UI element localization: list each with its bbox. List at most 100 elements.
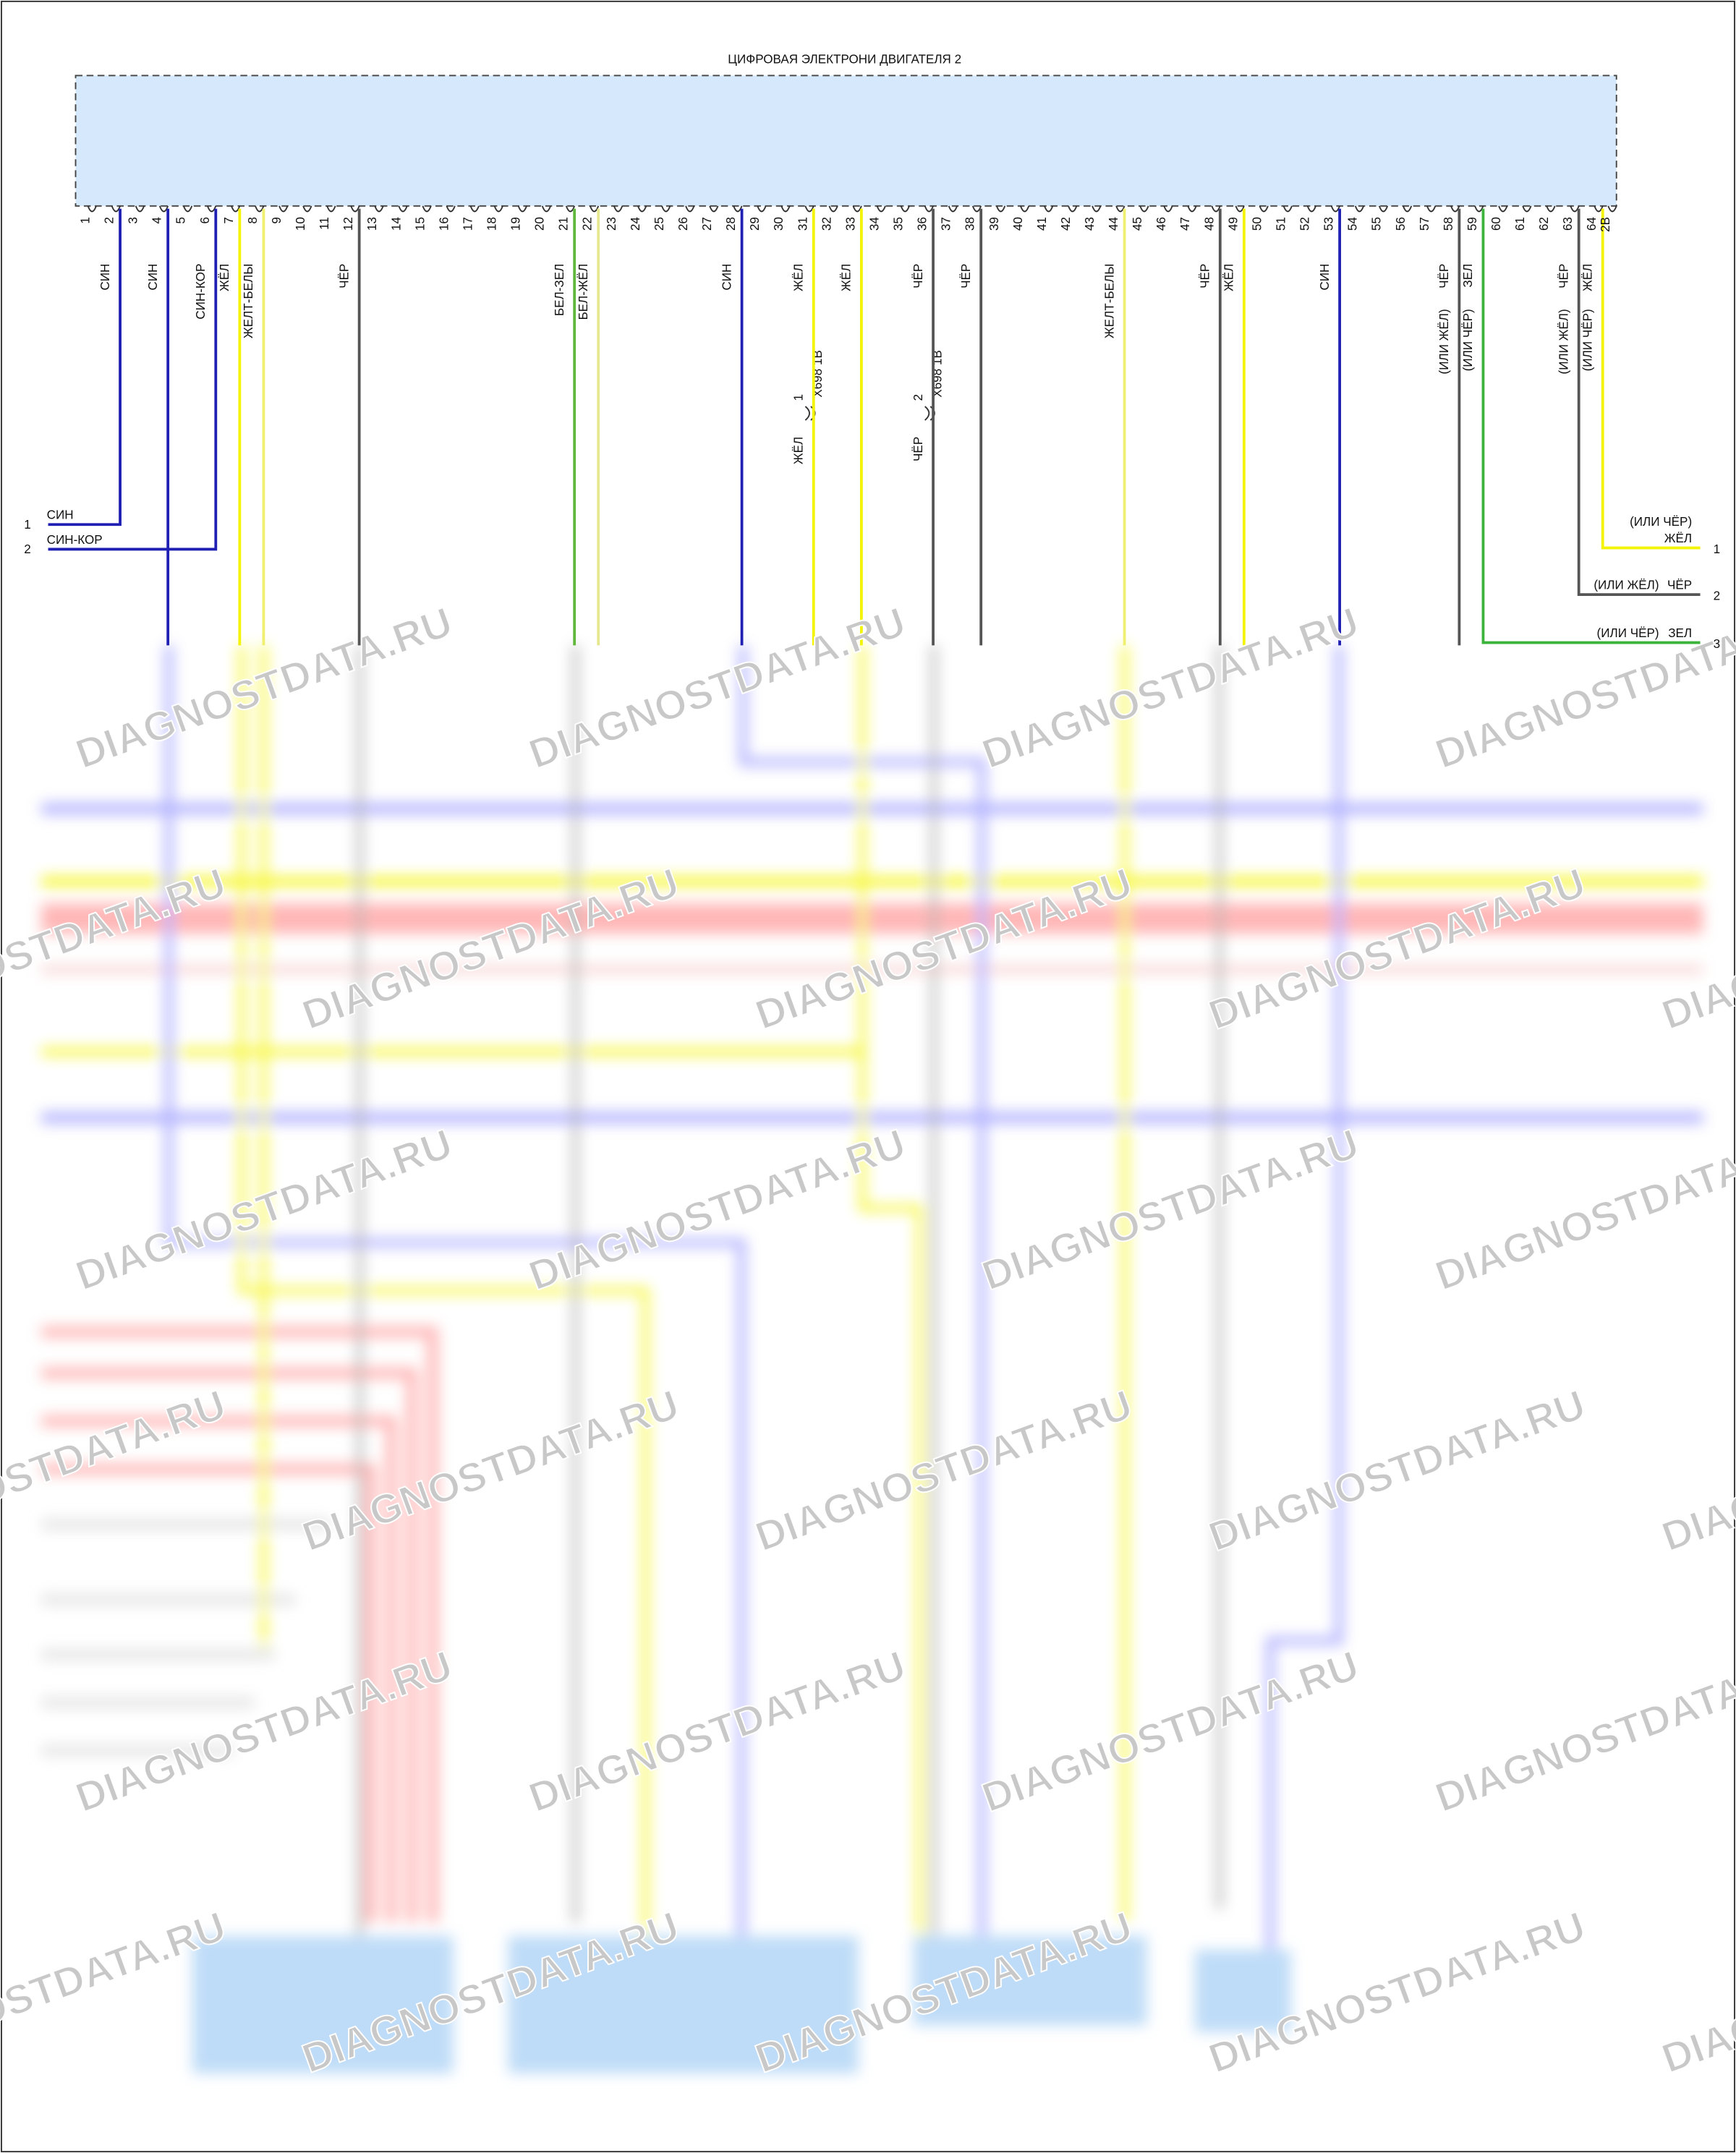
pin-tick xyxy=(517,205,527,213)
pin-tick xyxy=(1426,205,1437,213)
pin-tick xyxy=(876,205,886,213)
wire-label: БЕЛ-ЗЕЛ xyxy=(553,264,566,316)
connector-pin: 2 xyxy=(911,394,925,401)
pin-number: 18 xyxy=(485,217,499,231)
pin-number: 34 xyxy=(867,217,881,231)
pin-number: 49 xyxy=(1226,217,1240,231)
pin-tick xyxy=(302,205,312,213)
blurred-area xyxy=(41,645,1703,2073)
pin-tick xyxy=(1139,205,1149,213)
connector-alt: (ИЛИ ЖЁЛ) xyxy=(1594,578,1659,592)
pin-tick xyxy=(1044,205,1054,213)
pin-number: 14 xyxy=(389,217,403,231)
pin-number: 57 xyxy=(1418,217,1431,231)
pin-number: 6 xyxy=(198,217,212,224)
pin-tick xyxy=(1450,205,1460,213)
pin-number: 47 xyxy=(1178,217,1192,231)
pin-number: 1 xyxy=(78,217,92,224)
wire-label: СИН xyxy=(1318,264,1332,291)
pin-number: 9 xyxy=(270,217,284,224)
pin-number: 36 xyxy=(916,217,929,231)
wire-alt-label: (ИЛИ ЧЁР) xyxy=(1461,309,1475,371)
pin-tick xyxy=(1235,205,1245,213)
pin-tick xyxy=(158,205,169,213)
wire-label: ЧЁР xyxy=(959,264,973,289)
pin-number: 29 xyxy=(748,217,762,231)
module-box xyxy=(75,74,1617,207)
pin-number: 7 xyxy=(222,217,236,224)
connector-pin: 1 xyxy=(792,394,806,401)
connector-pin: 3 xyxy=(1714,637,1721,651)
pin-number: 8 xyxy=(246,217,260,224)
pin-number: 27 xyxy=(700,217,714,231)
pin-number: 54 xyxy=(1346,217,1360,231)
pin-tick xyxy=(135,205,145,213)
pin-number: 59 xyxy=(1465,217,1479,231)
pin-tick xyxy=(1402,205,1413,213)
pin-number: 41 xyxy=(1035,217,1049,231)
pin-number: 60 xyxy=(1489,217,1503,231)
pin-number: 38 xyxy=(963,217,977,231)
pin-tick xyxy=(900,205,910,213)
wire-label: ЖЁЛ xyxy=(840,264,854,291)
pin-number: 39 xyxy=(987,217,1001,231)
pin-tick xyxy=(1474,205,1484,213)
pin-tick xyxy=(637,205,647,213)
pin-number: 46 xyxy=(1154,217,1168,231)
pin-tick xyxy=(1020,205,1030,213)
pin-tick xyxy=(1259,205,1269,213)
pin-tick xyxy=(852,205,862,213)
pin-tick xyxy=(182,205,193,213)
pin-number: 64 xyxy=(1585,217,1599,231)
pin-number: 10 xyxy=(294,217,307,231)
pin-number: 22 xyxy=(581,217,595,231)
pin-tick xyxy=(565,205,576,213)
pin-number: 24 xyxy=(629,217,642,231)
pin-number: 13 xyxy=(365,217,379,231)
module-title: ЦИФРОВАЯ ЭЛЕКТРОНИ ДВИГАТЕЛЯ 2 xyxy=(728,52,961,66)
pin-number: 21 xyxy=(557,217,571,231)
pin-number: 62 xyxy=(1537,217,1551,231)
connector-wire-label: ЖЁЛ xyxy=(792,437,806,464)
pin-tick xyxy=(541,205,552,213)
pin-tick xyxy=(1354,205,1365,213)
pin-number: 17 xyxy=(461,217,475,231)
pin-tick xyxy=(446,205,456,213)
wire xyxy=(48,208,218,551)
wire-label: ЖЁЛ xyxy=(1222,264,1236,291)
pin-number: 20 xyxy=(533,217,547,231)
pin-tick xyxy=(709,205,719,213)
wire-label: ЖЕЛТ-БЕЛЫ xyxy=(242,264,255,338)
wire-label: ЧЁР xyxy=(1557,264,1571,289)
wire xyxy=(1577,208,1701,596)
pin-number: 40 xyxy=(1011,217,1025,231)
pin-number: 58 xyxy=(1442,217,1455,231)
pin-tick xyxy=(1187,205,1197,213)
pin-tick xyxy=(971,205,982,213)
pin-tick xyxy=(398,205,408,213)
pin-tick xyxy=(469,205,480,213)
pin-tick xyxy=(780,205,791,213)
pin-number: 56 xyxy=(1394,217,1408,231)
wire-label: ЧЁР xyxy=(337,264,351,289)
connector-label: СИН-КОР xyxy=(47,533,103,547)
connector-pin: 1 xyxy=(24,518,30,532)
pin-tick xyxy=(231,205,241,213)
wire-label: ЧЁР xyxy=(911,264,925,289)
pin-tick xyxy=(948,205,958,213)
pin-tick xyxy=(87,205,97,213)
pin-tick xyxy=(1498,205,1508,213)
pin-tick xyxy=(733,205,743,213)
wire-label: ЖЁЛ xyxy=(1581,264,1595,291)
pin-number: 28 xyxy=(724,217,738,231)
connector-wire-label: ЧЁР xyxy=(911,437,925,461)
pin-tick xyxy=(995,205,1006,213)
pin-tick xyxy=(1522,205,1532,213)
wire-alt-label: (ИЛИ ЖЁЛ) xyxy=(1437,309,1451,374)
pin-number: 16 xyxy=(437,217,451,231)
pin-tick xyxy=(1378,205,1389,213)
connector-pin: 2 xyxy=(1714,589,1721,603)
pin-number: 43 xyxy=(1083,217,1097,231)
